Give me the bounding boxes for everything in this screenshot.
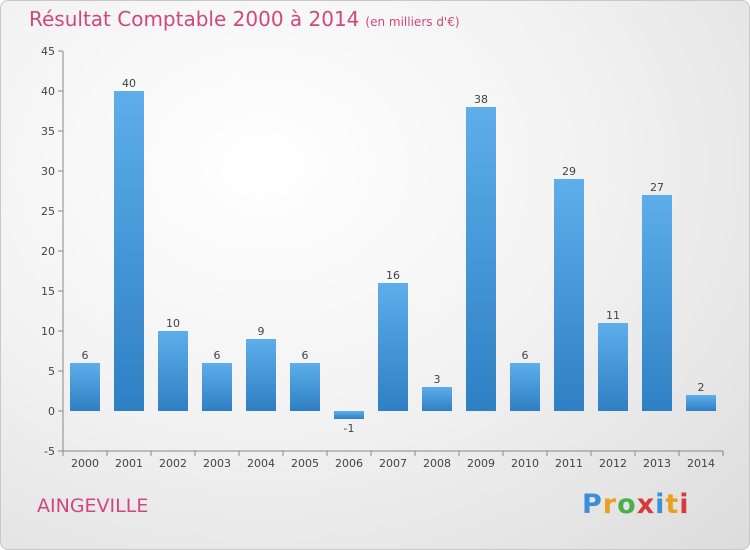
bar-2008 [422, 387, 452, 411]
y-tick-label: 25 [41, 205, 55, 218]
bar-2006 [334, 411, 364, 419]
x-tick-label: 2009 [467, 457, 495, 470]
chart-title: Résultat Comptable 2000 à 2014 (en millie… [29, 7, 460, 31]
chart-title-main: Résultat Comptable 2000 à 2014 [29, 7, 360, 31]
commune-name: AINGEVILLE [37, 495, 149, 517]
x-tick-label: 2001 [115, 457, 143, 470]
y-tick-label: 40 [41, 85, 55, 98]
bar-2000 [70, 363, 100, 411]
x-tick-label: 2007 [379, 457, 407, 470]
y-tick-label: -5 [44, 445, 55, 458]
proxiti-logo[interactable]: Proxiti [582, 489, 690, 520]
y-tick-label: 20 [41, 245, 55, 258]
y-tick-label: 30 [41, 165, 55, 178]
y-tick-label: 35 [41, 125, 55, 138]
logo-letter: t [665, 489, 680, 520]
logo-letter: i [679, 489, 690, 520]
x-tick-label: 2010 [511, 457, 539, 470]
y-tick-label: 10 [41, 325, 55, 338]
bar-2014 [686, 395, 716, 411]
data-label-2005: 6 [302, 349, 309, 362]
bar-2004 [246, 339, 276, 411]
data-label-2003: 6 [214, 349, 221, 362]
x-tick-label: 2002 [159, 457, 187, 470]
x-tick-label: 2000 [71, 457, 99, 470]
data-label-2000: 6 [82, 349, 89, 362]
data-label-2012: 11 [606, 309, 620, 322]
x-tick-label: 2011 [555, 457, 583, 470]
data-label-2008: 3 [434, 373, 441, 386]
x-tick-label: 2013 [643, 457, 671, 470]
x-tick-label: 2004 [247, 457, 275, 470]
bars [70, 91, 716, 419]
bar-2011 [554, 179, 584, 411]
data-label-2011: 29 [562, 165, 576, 178]
x-axis: 2000 2001 2002 2003 2004 2005 2006 2007 2008 2009… [62, 450, 724, 470]
bar-2005 [290, 363, 320, 411]
data-label-2007: 16 [386, 269, 400, 282]
bar-2012 [598, 323, 628, 411]
x-tick-label: 2012 [599, 457, 627, 470]
y-tick-label: 15 [41, 285, 55, 298]
data-labels: 6 40 10 6 9 6 -1 16 3 38 6 29 11 27 2 [82, 77, 705, 435]
x-tick-label: 2008 [423, 457, 451, 470]
bar-2010 [510, 363, 540, 411]
bar-2002 [158, 331, 188, 411]
data-label-2014: 2 [698, 381, 705, 394]
data-label-2006: -1 [344, 422, 355, 435]
bar-2003 [202, 363, 232, 411]
logo-letter: P [582, 489, 603, 520]
x-tick-label: 2006 [335, 457, 363, 470]
logo-letter: i [655, 489, 666, 520]
bar-2007 [378, 283, 408, 411]
y-tick-label: 5 [48, 365, 55, 378]
chart-subtitle: (en milliers d'€) [365, 15, 460, 29]
x-tick-label: 2005 [291, 457, 319, 470]
x-tick-label: 2003 [203, 457, 231, 470]
bar-2009 [466, 107, 496, 411]
logo-letter: r [602, 489, 618, 520]
x-tick-label: 2014 [687, 457, 715, 470]
data-label-2002: 10 [166, 317, 180, 330]
data-label-2001: 40 [122, 77, 136, 90]
y-axis: -5 0 5 10 15 20 25 30 35 40 45 [41, 45, 64, 458]
data-label-2004: 9 [258, 325, 265, 338]
data-label-2010: 6 [522, 349, 529, 362]
y-tick-label: 0 [48, 405, 55, 418]
y-tick-label: 45 [41, 45, 55, 58]
bar-2001 [114, 91, 144, 411]
data-label-2009: 38 [474, 93, 488, 106]
data-label-2013: 27 [650, 181, 664, 194]
bar-2013 [642, 195, 672, 411]
logo-letter: x [636, 489, 656, 520]
logo-letter: o [617, 489, 637, 520]
